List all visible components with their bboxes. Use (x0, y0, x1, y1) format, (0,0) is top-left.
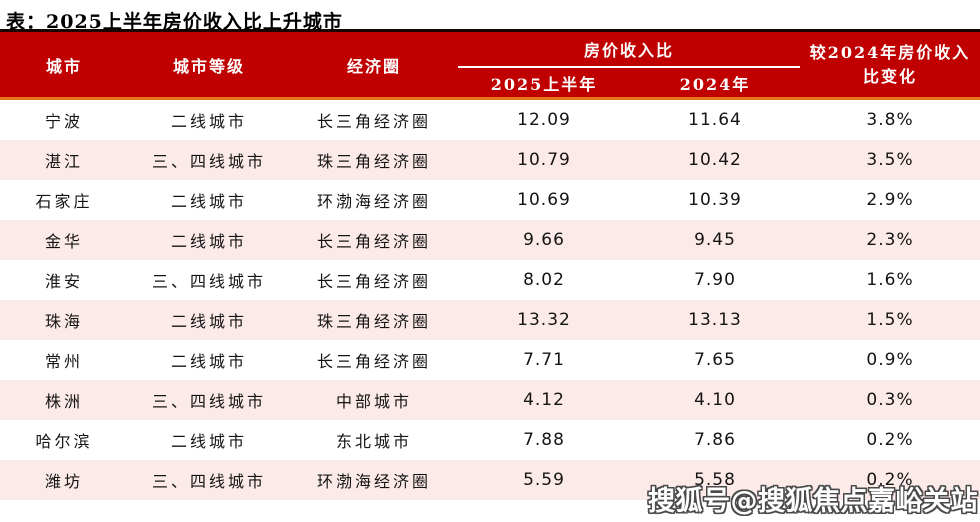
cell-ratio_2025h1: 4.12 (458, 380, 630, 420)
table-row: 哈尔滨 二线城市 东北城市 7.88 7.86 0.2% (0, 420, 980, 460)
cell-ratio_2024: 13.13 (630, 300, 801, 340)
col-header-tier: 城市等级 (128, 29, 290, 99)
cell-ratio_2025h1: 8.02 (458, 260, 630, 300)
col-header-city: 城市 (0, 29, 128, 99)
cell-change: 1.5% (800, 300, 980, 340)
table-row: 石家庄 二线城市 环渤海经济圈 10.69 10.39 2.9% (0, 180, 980, 220)
cell-change: 3.5% (800, 140, 980, 180)
page-title: 表：2025上半年房价收入比上升城市 (6, 11, 343, 33)
cell-ratio_2024: 7.90 (630, 260, 801, 300)
cell-ratio_2024: 7.86 (630, 420, 801, 460)
cell-change: 0.2% (800, 460, 980, 500)
cell-ratio_2025h1: 13.32 (458, 300, 630, 340)
col-header-2025h1: 2025上半年 (458, 67, 630, 99)
table-row: 宁波 二线城市 长三角经济圈 12.09 11.64 3.8% (0, 97, 980, 140)
cell-zone: 长三角经济圈 (290, 260, 458, 300)
cell-ratio_2024: 10.39 (630, 180, 801, 220)
cell-ratio_2024: 5.58 (630, 460, 801, 500)
cell-ratio_2025h1: 7.71 (458, 340, 630, 380)
cell-ratio_2025h1: 7.88 (458, 420, 630, 460)
cell-zone: 中部城市 (290, 380, 458, 420)
cell-ratio_2024: 9.45 (630, 220, 801, 260)
cell-city: 石家庄 (0, 180, 128, 220)
cell-change: 3.8% (800, 97, 980, 140)
cell-zone: 环渤海经济圈 (290, 180, 458, 220)
table-row: 珠海 二线城市 珠三角经济圈 13.32 13.13 1.5% (0, 300, 980, 340)
col-header-ratio-group: 房价收入比 (458, 29, 801, 68)
watermark: 搜狐号@搜狐焦点嘉峪关站 (648, 486, 978, 517)
col-header-change-line2: 比变化 (863, 66, 918, 86)
cell-zone: 长三角经济圈 (290, 220, 458, 260)
cell-tier: 三、四线城市 (128, 460, 290, 500)
cell-ratio_2024: 4.10 (630, 380, 801, 420)
cell-ratio_2025h1: 12.09 (458, 97, 630, 140)
table-row: 潍坊 三、四线城市 环渤海经济圈 5.59 5.58 0.2% (0, 460, 980, 500)
cell-ratio_2025h1: 5.59 (458, 460, 630, 500)
cell-city: 湛江 (0, 140, 128, 180)
col-header-change: 较2024年房价收入 比变化 (800, 29, 980, 99)
cell-tier: 三、四线城市 (128, 260, 290, 300)
cell-tier: 三、四线城市 (128, 380, 290, 420)
cell-change: 0.3% (800, 380, 980, 420)
cell-city: 哈尔滨 (0, 420, 128, 460)
cell-zone: 东北城市 (290, 420, 458, 460)
cell-zone: 环渤海经济圈 (290, 460, 458, 500)
cell-city: 金华 (0, 220, 128, 260)
cell-tier: 三、四线城市 (128, 140, 290, 180)
cell-ratio_2024: 10.42 (630, 140, 801, 180)
cell-tier: 二线城市 (128, 300, 290, 340)
table-row: 湛江 三、四线城市 珠三角经济圈 10.79 10.42 3.5% (0, 140, 980, 180)
cell-change: 0.9% (800, 340, 980, 380)
cell-zone: 珠三角经济圈 (290, 140, 458, 180)
cell-change: 1.6% (800, 260, 980, 300)
cell-city: 淮安 (0, 260, 128, 300)
housing-ratio-table: 城市 城市等级 经济圈 房价收入比 较2024年房价收入 比变化 2025上半年… (0, 29, 980, 500)
table-row: 金华 二线城市 长三角经济圈 9.66 9.45 2.3% (0, 220, 980, 260)
cell-tier: 二线城市 (128, 220, 290, 260)
cell-city: 株洲 (0, 380, 128, 420)
cell-zone: 长三角经济圈 (290, 97, 458, 140)
cell-tier: 二线城市 (128, 340, 290, 380)
cell-tier: 二线城市 (128, 420, 290, 460)
table-row: 株洲 三、四线城市 中部城市 4.12 4.10 0.3% (0, 380, 980, 420)
cell-ratio_2025h1: 10.69 (458, 180, 630, 220)
cell-ratio_2024: 7.65 (630, 340, 801, 380)
cell-change: 0.2% (800, 420, 980, 460)
col-header-zone: 经济圈 (290, 29, 458, 99)
col-header-change-line1: 较2024年房价收入 (809, 43, 971, 63)
col-header-2024: 2024年 (630, 67, 801, 99)
table-row: 淮安 三、四线城市 长三角经济圈 8.02 7.90 1.6% (0, 260, 980, 300)
cell-city: 常州 (0, 340, 128, 380)
cell-ratio_2025h1: 10.79 (458, 140, 630, 180)
cell-ratio_2025h1: 9.66 (458, 220, 630, 260)
cell-city: 珠海 (0, 300, 128, 340)
cell-city: 宁波 (0, 97, 128, 140)
cell-zone: 珠三角经济圈 (290, 300, 458, 340)
table-body: 宁波 二线城市 长三角经济圈 12.09 11.64 3.8% 湛江 三、四线城市 珠三角经济圈… (0, 97, 980, 500)
cell-change: 2.3% (800, 220, 980, 260)
table-row: 常州 二线城市 长三角经济圈 7.71 7.65 0.9% (0, 340, 980, 380)
cell-tier: 二线城市 (128, 180, 290, 220)
table-header: 城市 城市等级 经济圈 房价收入比 较2024年房价收入 比变化 2025上半年… (0, 29, 980, 99)
cell-ratio_2024: 11.64 (630, 97, 801, 140)
cell-zone: 长三角经济圈 (290, 340, 458, 380)
cell-tier: 二线城市 (128, 97, 290, 140)
cell-city: 潍坊 (0, 460, 128, 500)
cell-change: 2.9% (800, 180, 980, 220)
